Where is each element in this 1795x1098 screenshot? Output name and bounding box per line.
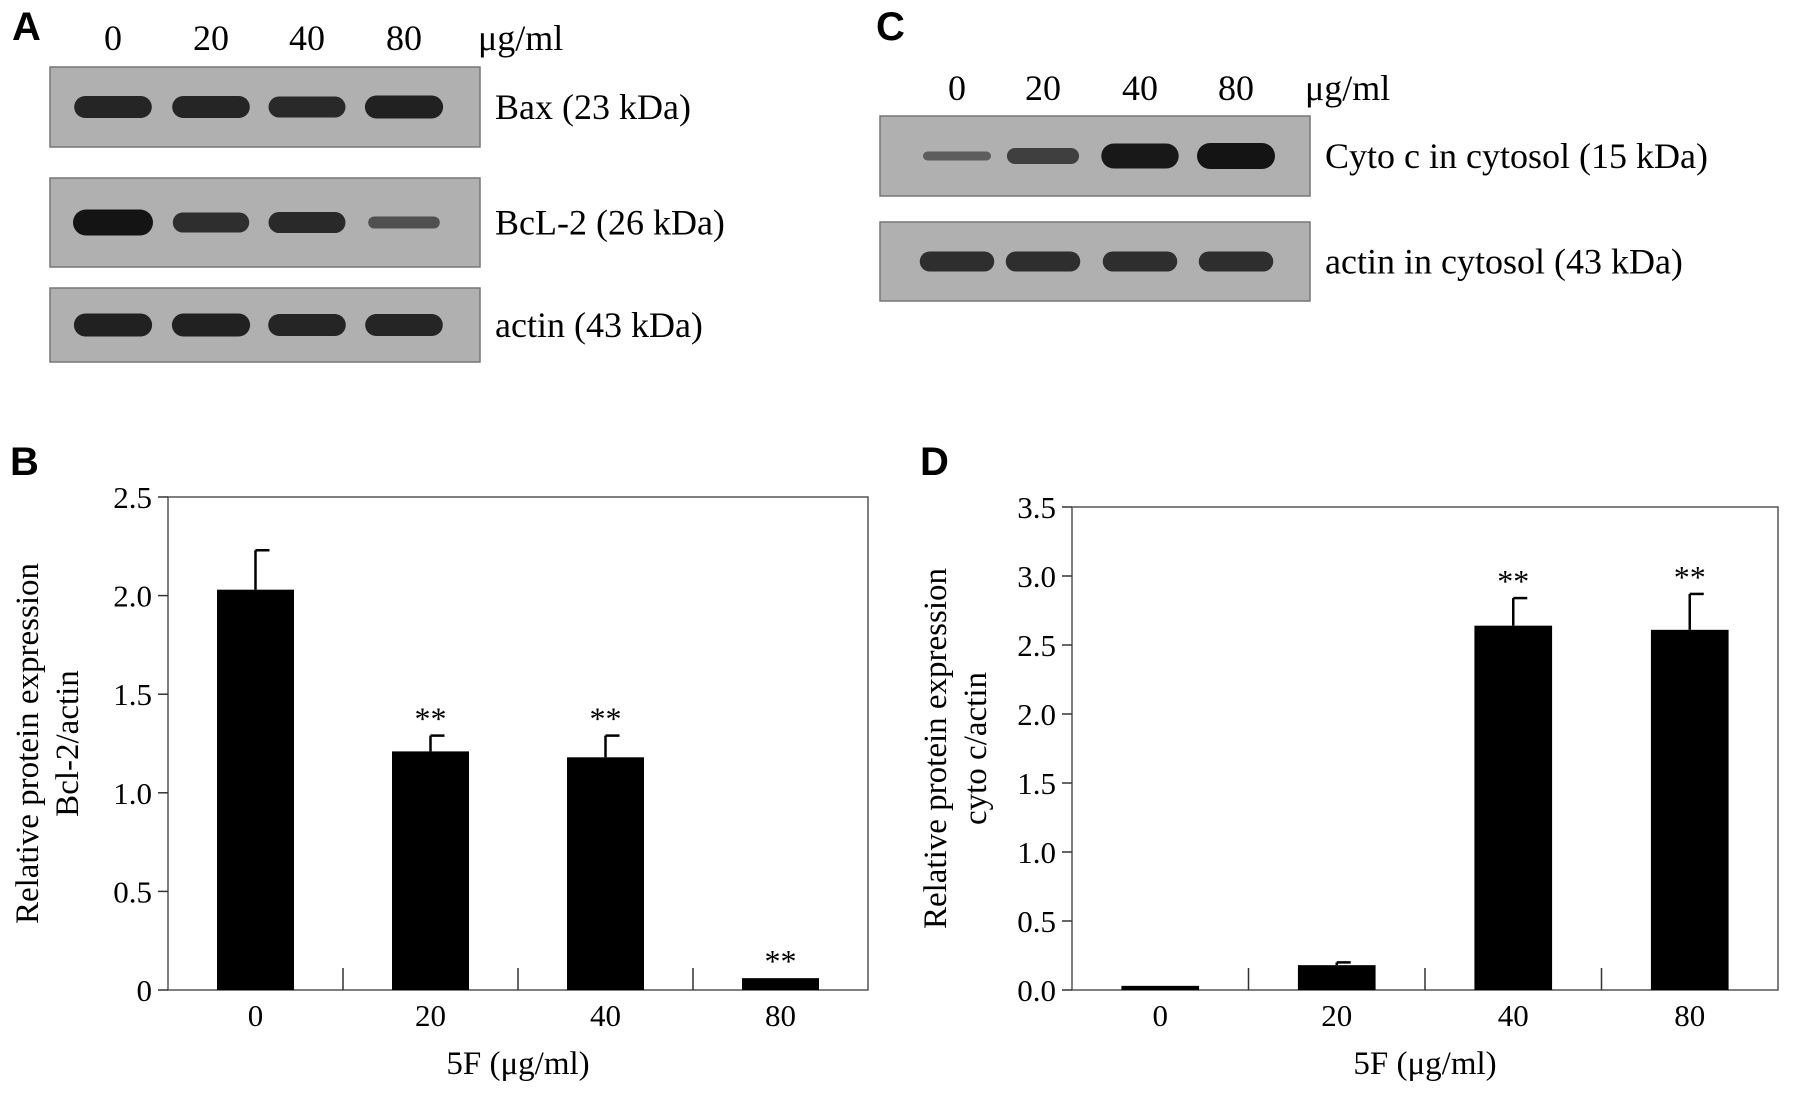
bar <box>1121 985 1200 990</box>
x-tick-label: 0 <box>1153 998 1169 1033</box>
panel-letter-d: D <box>920 440 949 484</box>
band <box>268 96 346 118</box>
band <box>171 313 251 337</box>
lane-label: 40 <box>289 18 325 58</box>
y-tick-label: 0 <box>137 973 153 1008</box>
band <box>1198 251 1274 272</box>
significance-label: ** <box>765 943 797 979</box>
bar <box>1297 965 1376 990</box>
band <box>1102 251 1178 272</box>
significance-label: ** <box>590 701 622 737</box>
band <box>268 212 346 233</box>
lane-label: 80 <box>386 18 422 58</box>
x-tick-label: 40 <box>1498 998 1529 1033</box>
blots-c: Cyto c in cytosol (15 kDa) actin in cytos… <box>879 115 1708 302</box>
x-tick-label: 40 <box>590 998 621 1033</box>
panel-c: C 0 20 40 80 μg/ml Cyto c in cytosol (15 kD… <box>876 5 1708 302</box>
y-tick-label: 2.0 <box>1017 697 1056 732</box>
y-axis-label: cyto c/actin <box>958 672 994 825</box>
blot-label: actin (43 kDa) <box>495 305 703 345</box>
significance-label: ** <box>1674 559 1706 595</box>
x-axis-label: 5F (μg/ml) <box>1353 1046 1496 1082</box>
blot-strip: actin in cytosol (43 kDa) <box>879 221 1683 302</box>
lane-label: 80 <box>1218 68 1254 108</box>
y-axis-label: Bcl-2/actin <box>50 670 86 817</box>
blot-strip: actin (43 kDa) <box>49 287 703 363</box>
panel-letter-c: C <box>876 5 905 49</box>
band <box>1005 251 1081 272</box>
blot-strip: Bax (23 kDa) <box>49 66 691 148</box>
blot-strip: BcL-2 (26 kDa) <box>49 177 725 268</box>
y-tick-label: 0.5 <box>1017 904 1056 939</box>
lane-label: 0 <box>948 68 966 108</box>
y-tick-label: 3.0 <box>1017 559 1056 594</box>
y-tick-label: 1.0 <box>113 776 152 811</box>
bar <box>217 589 294 990</box>
band <box>1006 148 1080 164</box>
x-tick-label: 80 <box>1674 998 1705 1033</box>
chart-d: 0.0 0.5 1.0 1.5 2.0 2.5 3.0 3.5 0 20 ** 40 ** 80 5F (μ… <box>918 490 1779 1082</box>
y-tick-label: 1.5 <box>113 677 152 712</box>
band <box>73 209 153 236</box>
band <box>172 96 250 118</box>
y-tick-label: 2.0 <box>113 579 152 614</box>
lane-labels-c: 0 20 40 80 <box>948 68 1254 108</box>
panel-a: A 0 20 40 80 μg/ml Bax (23 kDa) BcL-2 (26 kD… <box>12 5 725 363</box>
significance-label: ** <box>415 701 447 737</box>
band <box>73 313 153 337</box>
chart-b: 0 0.5 1.0 1.5 2.0 2.5 0 ** 20 ** 40 ** 80 5F (μg/ml) R… <box>10 480 869 1082</box>
blot-label: Bax (23 kDa) <box>495 87 691 127</box>
blot-strip: Cyto c in cytosol (15 kDa) <box>879 115 1708 197</box>
blot-label: Cyto c in cytosol (15 kDa) <box>1325 136 1708 176</box>
y-tick-label: 0.0 <box>1017 973 1056 1008</box>
x-tick-label: 80 <box>765 998 796 1033</box>
band <box>172 212 250 233</box>
panel-b: B 0 0.5 1.0 1.5 2.0 2.5 0 ** 20 ** 40 ** 80 5F (μg/ml… <box>10 440 869 1082</box>
bar <box>567 757 644 990</box>
band <box>368 216 440 229</box>
band <box>1101 143 1179 169</box>
panel-letter-b: B <box>10 440 39 484</box>
unit-label-c: μg/ml <box>1305 68 1390 108</box>
band <box>919 251 995 272</box>
lane-label: 0 <box>104 18 122 58</box>
y-tick-label: 1.5 <box>1017 766 1056 801</box>
y-tick-label: 2.5 <box>1017 628 1056 663</box>
panel-d: D 0.0 0.5 1.0 1.5 2.0 2.5 3.0 3.5 0 20 ** 40 ** 80 5F … <box>918 440 1779 1082</box>
panel-letter-a: A <box>12 5 41 49</box>
bar <box>1474 625 1553 990</box>
y-axis-label: Relative protein expression <box>10 563 46 924</box>
x-axis-label: 5F (μg/ml) <box>446 1046 589 1082</box>
x-tick-label: 20 <box>415 998 446 1033</box>
bar <box>1650 629 1729 990</box>
blot-label: BcL-2 (26 kDa) <box>495 203 725 243</box>
x-tick-label: 0 <box>248 998 264 1033</box>
lane-labels-a: 0 20 40 80 <box>104 18 422 58</box>
bar <box>392 751 469 990</box>
unit-label-a: μg/ml <box>478 18 563 58</box>
band <box>365 314 443 336</box>
bar <box>742 978 819 990</box>
x-tick-label: 20 <box>1321 998 1352 1033</box>
y-tick-label: 0.5 <box>113 874 152 909</box>
band <box>74 96 152 118</box>
y-tick-label: 1.0 <box>1017 835 1056 870</box>
y-tick-label: 2.5 <box>113 480 152 515</box>
band <box>922 151 992 161</box>
blot-label: actin in cytosol (43 kDa) <box>1325 242 1683 282</box>
y-tick-label: 3.5 <box>1017 490 1056 525</box>
lane-label: 20 <box>1025 68 1061 108</box>
band <box>364 95 444 119</box>
lane-label: 40 <box>1122 68 1158 108</box>
y-axis-label: Relative protein expression <box>918 568 954 929</box>
band <box>268 314 346 336</box>
significance-label: ** <box>1497 563 1529 599</box>
band <box>1197 143 1275 169</box>
lane-label: 20 <box>193 18 229 58</box>
blots-a: Bax (23 kDa) BcL-2 (26 kDa) actin (43 kDa) <box>49 66 725 363</box>
